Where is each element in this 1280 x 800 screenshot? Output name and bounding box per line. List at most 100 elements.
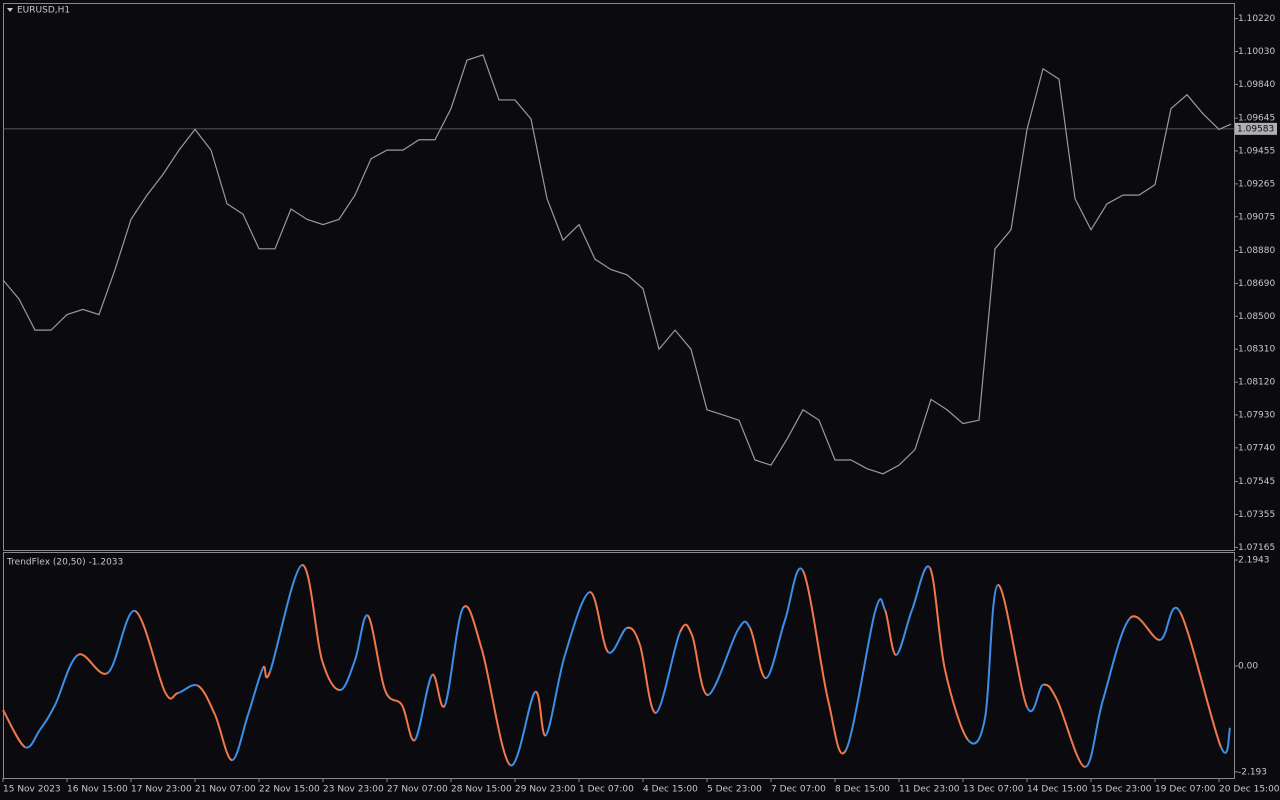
indicator-segment bbox=[639, 644, 657, 714]
menu-arrow[interactable] bbox=[7, 8, 13, 12]
x-tick-label: 16 Nov 15:00 bbox=[67, 785, 128, 795]
indicator-segment bbox=[749, 627, 767, 680]
x-tick-label: 1 Dec 07:00 bbox=[579, 785, 634, 795]
indicator-segment bbox=[845, 611, 876, 751]
indicator-segment bbox=[107, 609, 136, 674]
x-tick-label: 29 Nov 23:00 bbox=[515, 785, 576, 795]
indicator-segment bbox=[827, 699, 847, 755]
indicator-segment bbox=[24, 729, 41, 749]
indicator-segment bbox=[247, 667, 264, 716]
indicator-segment bbox=[1056, 699, 1086, 768]
indicator-segment bbox=[354, 614, 369, 661]
y-tick-label: 1.08310 bbox=[1238, 345, 1275, 355]
indicator-segment bbox=[231, 714, 249, 762]
indicator-segment bbox=[607, 626, 628, 654]
price-label: 1.09583 bbox=[1237, 124, 1274, 134]
indicator-segment bbox=[545, 654, 566, 736]
y-tick-label: 2.1943 bbox=[1238, 556, 1270, 566]
y-tick-label: 0.00 bbox=[1238, 661, 1258, 671]
indicator-segment bbox=[214, 714, 233, 762]
indicator-segment bbox=[481, 649, 511, 766]
indicator-segment bbox=[77, 653, 109, 675]
x-tick-label: 11 Dec 23:00 bbox=[899, 785, 960, 795]
indicator-segment bbox=[1026, 683, 1044, 712]
y-tick-label: 1.09645 bbox=[1238, 114, 1275, 124]
indicator-segment bbox=[1042, 683, 1058, 701]
y-tick-label: 1.07930 bbox=[1238, 410, 1275, 420]
indicator-segment bbox=[134, 609, 166, 693]
indicator-segment bbox=[655, 631, 681, 714]
x-tick-label: 27 Nov 07:00 bbox=[387, 785, 448, 795]
y-tick-label: 1.07740 bbox=[1238, 443, 1275, 453]
y-tick-label: 1.09075 bbox=[1238, 212, 1275, 222]
x-tick-label: 19 Dec 07:00 bbox=[1155, 785, 1216, 795]
indicator-segment bbox=[589, 591, 609, 653]
indicator-segment bbox=[509, 691, 536, 766]
indicator-segment bbox=[321, 659, 341, 692]
y-tick-label: 1.09455 bbox=[1238, 147, 1275, 157]
x-tick-label: 15 Nov 2023 bbox=[3, 785, 61, 795]
indicator-segment bbox=[1179, 611, 1222, 748]
indicator-segment bbox=[1102, 617, 1131, 701]
x-tick-label: 8 Dec 15:00 bbox=[835, 785, 890, 795]
y-tick-label: 1.07355 bbox=[1238, 510, 1275, 520]
indicator-segment bbox=[462, 605, 483, 651]
indicator-segment bbox=[1084, 699, 1104, 768]
indicator-segment bbox=[444, 607, 464, 706]
y-tick-label: 1.09840 bbox=[1238, 80, 1275, 90]
indicator-segment bbox=[339, 659, 356, 692]
y-tick-label: 1.10030 bbox=[1238, 47, 1275, 57]
y-tick-label: 1.08690 bbox=[1238, 279, 1275, 289]
indicator-segment bbox=[1159, 607, 1181, 641]
y-tick-label: 1.08500 bbox=[1238, 312, 1275, 322]
x-tick-label: 7 Dec 07:00 bbox=[771, 785, 826, 795]
indicator-segment bbox=[802, 570, 829, 701]
indicator-segment bbox=[384, 689, 403, 706]
x-tick-label: 17 Nov 23:00 bbox=[131, 785, 192, 795]
indicator-segment bbox=[431, 674, 446, 708]
x-tick-label: 28 Nov 15:00 bbox=[451, 785, 512, 795]
indicator-segment bbox=[54, 654, 79, 706]
indicator-segment bbox=[737, 620, 751, 631]
price-line-series bbox=[2, 54, 1232, 475]
indicator-segment bbox=[2, 709, 26, 748]
indicator-segment bbox=[414, 674, 433, 741]
indicator-segment bbox=[401, 704, 416, 742]
indicator-segment bbox=[679, 623, 693, 636]
indicator-segment bbox=[367, 615, 386, 691]
indicator-segment bbox=[874, 598, 886, 613]
x-tick-label: 20 Dec 15:00 bbox=[1219, 785, 1280, 795]
y-tick-label: 1.09265 bbox=[1238, 179, 1275, 189]
y-tick-label: -2.193 bbox=[1238, 767, 1267, 777]
x-tick-label: 21 Nov 07:00 bbox=[195, 785, 256, 795]
indicator-segment bbox=[884, 609, 897, 656]
y-tick-label: 1.10220 bbox=[1238, 14, 1275, 24]
indicator-segment bbox=[784, 567, 804, 621]
indicator-segment bbox=[262, 665, 271, 679]
y-tick-label: 1.07545 bbox=[1238, 477, 1275, 487]
x-tick-label: 5 Dec 23:00 bbox=[707, 785, 762, 795]
indicator-segment bbox=[765, 619, 786, 680]
indicator-segment bbox=[197, 684, 216, 716]
x-tick-label: 22 Nov 15:00 bbox=[259, 785, 320, 795]
indicator-segment bbox=[691, 634, 709, 696]
indicator-segment bbox=[269, 564, 303, 673]
indicator-segment bbox=[707, 629, 739, 696]
indicator-segment bbox=[1220, 727, 1231, 754]
symbol-title: EURUSD,H1 bbox=[17, 6, 70, 16]
price-pane bbox=[3, 3, 1235, 551]
x-tick-label: 14 Dec 15:00 bbox=[1027, 785, 1088, 795]
indicator-segment bbox=[39, 704, 56, 731]
indicator-segment bbox=[564, 591, 591, 656]
indicator-segment bbox=[177, 684, 199, 695]
y-tick-label: 1.07165 bbox=[1238, 543, 1275, 553]
price-label-box bbox=[1235, 122, 1277, 135]
indicator-segment bbox=[534, 691, 547, 737]
indicator-segment bbox=[967, 717, 986, 745]
indicator-segment bbox=[929, 567, 946, 671]
y-tick-label: 1.08880 bbox=[1238, 246, 1275, 256]
indicator-segment bbox=[301, 564, 323, 661]
